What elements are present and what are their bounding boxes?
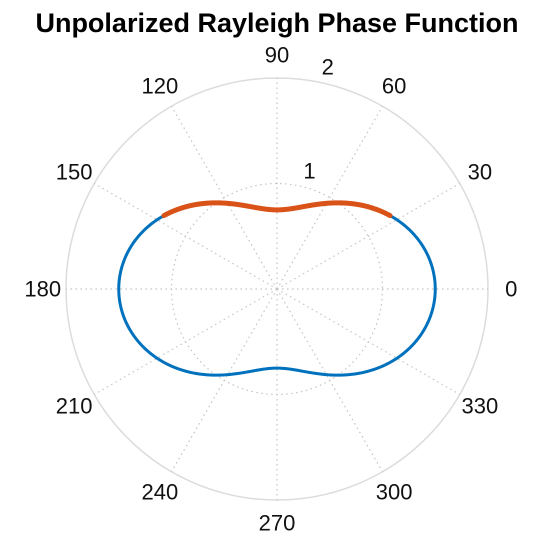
polar-grid (65, 77, 489, 501)
theta-tick-label: 180 (24, 277, 61, 302)
theta-tick-label: 0 (505, 277, 517, 302)
series-layer (117, 200, 437, 377)
theta-tick-label: 330 (461, 394, 498, 419)
theta-tick-label: 60 (382, 74, 406, 99)
theta-tick-label: 90 (265, 42, 289, 67)
theta-tick-label: 270 (259, 511, 296, 536)
chart-title: Unpolarized Rayleigh Phase Function (35, 8, 519, 38)
tick-labels: 0 30 60 90 120 150 180 210 240 270 300 330 1 2 (24, 42, 517, 535)
theta-tick-label: 300 (376, 479, 413, 504)
theta-grid-line (93, 182, 278, 290)
theta-grid-line (170, 288, 278, 473)
theta-tick-label: 210 (56, 394, 93, 419)
r-tick-label: 1 (303, 159, 315, 184)
theta-grid-line (170, 105, 278, 290)
theta-grid-line (276, 288, 384, 473)
theta-grid-line (93, 288, 278, 396)
theta-grid-line (276, 288, 461, 396)
series-line-1 (161, 200, 393, 219)
r-tick-label: 2 (322, 55, 334, 80)
theta-tick-label: 150 (56, 159, 93, 184)
theta-grid-line (276, 105, 384, 290)
theta-tick-label: 240 (142, 479, 179, 504)
theta-tick-label: 30 (468, 159, 492, 184)
theta-tick-label: 120 (142, 74, 179, 99)
series-line-0 (117, 201, 437, 377)
theta-grid-line (276, 182, 461, 290)
